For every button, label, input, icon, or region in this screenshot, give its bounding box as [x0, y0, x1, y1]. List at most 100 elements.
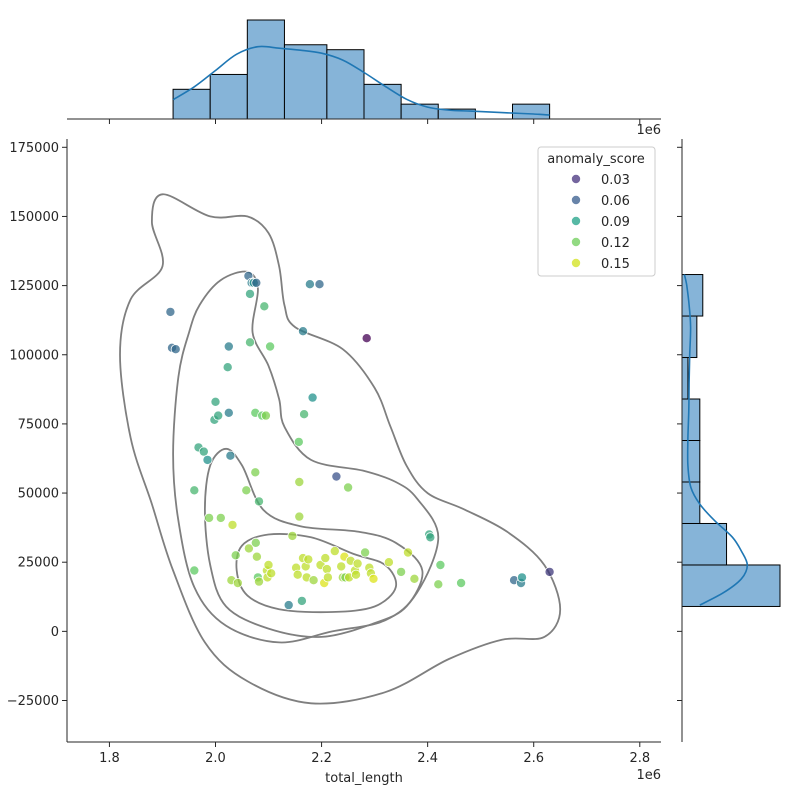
scatter-point	[230, 550, 241, 561]
y-tick-label: 175000	[9, 141, 59, 156]
legend-label: 0.09	[601, 215, 630, 230]
scatter-point	[253, 496, 264, 507]
scatter-point	[350, 569, 361, 580]
marginal-y-histogram	[681, 139, 781, 742]
marginal-x-bar	[326, 49, 365, 120]
axes: 1.8 2.0 2.2 2.4 2.6 2.8 −25000 0 25000 50000 75000…	[7, 119, 682, 766]
marginal-x-histogram	[67, 19, 661, 120]
scatter-point	[303, 554, 314, 565]
scatter-point	[383, 557, 394, 568]
y-tick-label: 150000	[9, 210, 59, 225]
legend-title: anomaly_score	[547, 152, 645, 167]
x-offset-label: 1e6	[636, 768, 661, 783]
y-tick-label: 75000	[18, 417, 59, 432]
scatter-point	[251, 551, 262, 562]
scatter-point	[343, 482, 354, 493]
marginal-x-kde-line	[172, 45, 550, 116]
marginal-x-offset-label: 1e6	[636, 123, 661, 138]
marginal-y-bar	[681, 357, 689, 400]
marginal-y-bar	[681, 564, 781, 607]
scatter-point	[283, 600, 294, 611]
scatter-point	[259, 301, 270, 312]
scatter-point	[210, 396, 221, 407]
scatter-point	[456, 578, 467, 589]
y-tick-label: −25000	[7, 694, 59, 709]
marginal-x-bar	[209, 73, 248, 120]
scatter-point	[204, 512, 215, 523]
scatter-point	[368, 573, 379, 584]
marginal-x-bar	[283, 44, 328, 120]
x-tick-label: 2.6	[523, 751, 544, 766]
marginal-x-bar	[246, 19, 285, 120]
scatter-point	[250, 537, 261, 548]
scatter-point	[265, 341, 276, 352]
scatter-point	[244, 288, 255, 299]
kde-contour-level-1	[119, 193, 562, 705]
kde-contour-level-4	[235, 533, 398, 614]
x-tick-label: 2.4	[417, 751, 438, 766]
scatter-point	[294, 511, 305, 522]
scatter-point	[336, 561, 347, 572]
kde-contour-level-3	[203, 447, 424, 638]
scatter-point	[170, 344, 181, 355]
scatter-point	[396, 566, 407, 577]
scatter-point	[223, 341, 234, 352]
scatter-point	[266, 568, 277, 579]
scatter-point	[322, 572, 333, 583]
scatter-point	[296, 595, 307, 606]
scatter-point	[331, 471, 342, 482]
x-tick-label: 1.8	[99, 751, 120, 766]
scatter-point	[202, 454, 213, 465]
scatter-point	[232, 578, 243, 589]
x-tick-label: 2.2	[311, 751, 332, 766]
legend-marker	[571, 257, 582, 268]
scatter-point	[314, 279, 325, 290]
scatter-point	[352, 558, 363, 569]
scatter-point	[225, 450, 236, 461]
scatter-point	[189, 485, 200, 496]
kde-contour-level-2	[172, 270, 440, 644]
y-tick-label: 0	[51, 625, 59, 640]
scatter-point	[425, 532, 436, 543]
scatter-point	[251, 277, 262, 288]
scatter-point	[292, 569, 303, 580]
scatter-point	[222, 362, 233, 373]
marginal-x-bar	[512, 103, 551, 120]
scatter-point	[361, 333, 372, 344]
legend-label: 0.12	[601, 236, 630, 251]
legend-marker	[571, 215, 582, 226]
marginal-y-bar	[681, 398, 701, 442]
legend-label: 0.15	[601, 257, 630, 272]
legend-label: 0.03	[601, 173, 630, 188]
y-tick-label: 50000	[18, 487, 59, 502]
scatter-point	[287, 530, 298, 541]
marginal-y-kde-line	[683, 274, 749, 606]
legend-marker	[571, 194, 582, 205]
scatter-point	[360, 547, 371, 558]
y-tick-label: 100000	[9, 348, 59, 363]
x-tick-label: 2.0	[205, 751, 226, 766]
scatter-point	[198, 446, 209, 457]
marginal-y-bar	[681, 440, 701, 483]
scatter-point	[253, 576, 264, 587]
scatter-point	[260, 410, 271, 421]
scatter-point	[304, 279, 315, 290]
scatter-point	[435, 560, 446, 571]
scatter-point	[329, 546, 340, 557]
x-axis-title: total_length	[325, 771, 403, 786]
scatter-point	[294, 476, 305, 487]
scatter-point	[244, 337, 255, 348]
marginal-x-bar	[172, 88, 211, 120]
marginal-y-bar	[681, 522, 728, 566]
scatter-point	[243, 543, 254, 554]
scatter-point	[308, 575, 319, 586]
marginal-x-bar	[400, 103, 439, 120]
scatter-point	[223, 407, 234, 418]
scatter-point	[517, 572, 528, 583]
y-tick-label: 125000	[9, 279, 59, 294]
scatter-point	[433, 579, 444, 590]
scatter-point	[293, 436, 304, 447]
scatter-point	[250, 467, 261, 478]
scatter-point	[409, 573, 420, 584]
